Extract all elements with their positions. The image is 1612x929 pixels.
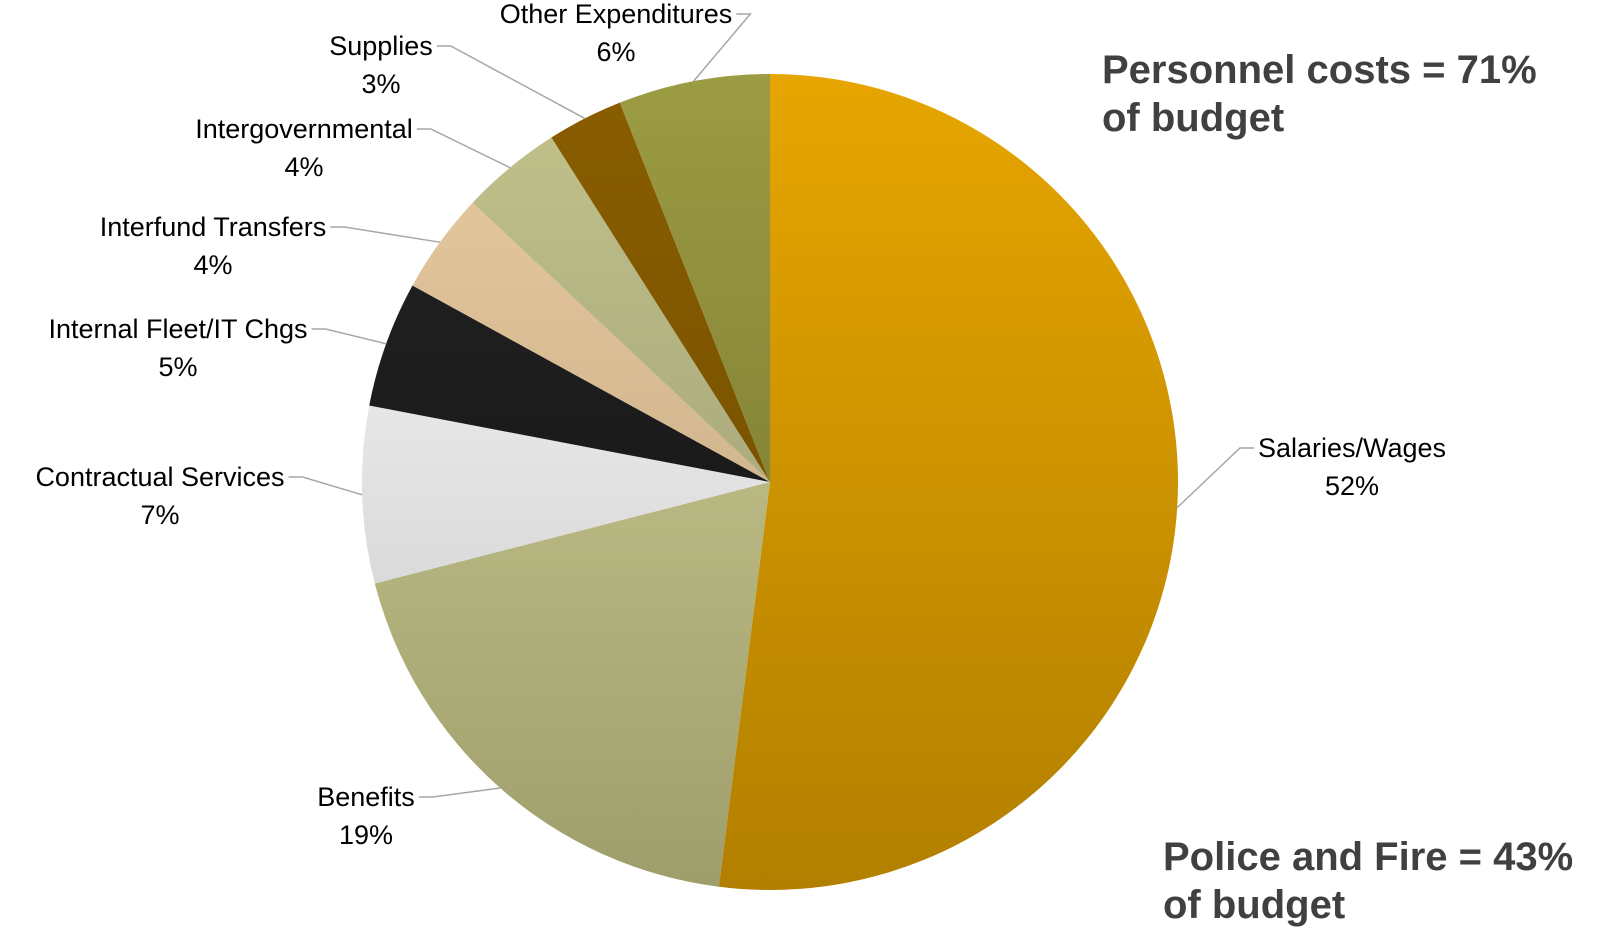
pie-slice-intergovernmental	[472, 137, 770, 482]
leader-line-supplies	[436, 45, 586, 120]
leader-line-internal-fleet-it-chgs	[311, 328, 387, 345]
slice-label-other-expenditures: Other Expenditures 6%	[500, 0, 733, 67]
leader-line-benefits	[418, 787, 501, 798]
pie-slice-interfund-transfers	[412, 202, 770, 483]
slice-label-contractual-services: Contractual Services 7%	[35, 462, 284, 530]
annotation-police-and-fire: Police and Fire = 43% of budget	[1163, 835, 1574, 927]
slice-labels: Salaries/Wages 52% Benefits 19% Contractual …	[35, 0, 1446, 850]
pie-slices	[362, 74, 1178, 890]
pie-slice-internal-fleet-it-chgs	[369, 285, 770, 482]
slice-label-salaries-wages: Salaries/Wages 52%	[1258, 433, 1446, 501]
pie-slice-supplies	[551, 102, 770, 483]
pie-slice-benefits	[374, 482, 770, 887]
pie-slice-other-expenditures	[619, 74, 770, 482]
pie-slice-contractual-services	[362, 405, 770, 584]
slice-label-intergovernmental: Intergovernmental 4%	[195, 114, 413, 182]
leader-line-other-expenditures	[692, 13, 752, 82]
pie-slice-salaries-wages	[718, 74, 1178, 890]
slice-label-supplies: Supplies 3%	[329, 31, 433, 99]
leader-line-salaries-wages	[1176, 447, 1254, 509]
slice-label-benefits: Benefits 19%	[317, 782, 415, 850]
annotation-personnel-costs: Personnel costs = 71% of budget	[1102, 48, 1537, 140]
slice-label-internal-fleet-it-chgs: Internal Fleet/IT Chgs 5%	[48, 314, 307, 382]
leader-line-interfund-transfers	[330, 226, 441, 243]
slice-label-interfund-transfers: Interfund Transfers 4%	[100, 212, 327, 280]
leader-line-contractual-services	[288, 476, 363, 496]
leader-line-intergovernmental	[416, 128, 511, 169]
leader-lines	[288, 13, 1254, 798]
